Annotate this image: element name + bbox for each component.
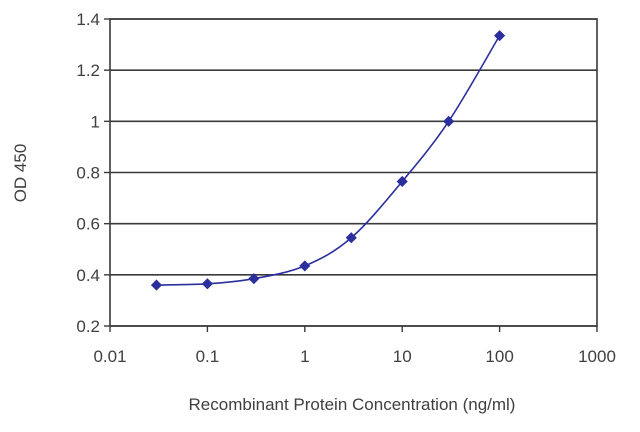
data-point — [443, 115, 455, 127]
series — [150, 30, 506, 291]
series-line — [156, 35, 501, 286]
x-tick-label: 1 — [300, 347, 309, 366]
y-tick-label: 0.2 — [76, 317, 100, 336]
y-tick-label: 0.6 — [76, 215, 100, 234]
x-axis-title: Recombinant Protein Concentration (ng/ml… — [189, 395, 516, 414]
x-tick-label: 0.1 — [196, 347, 220, 366]
y-tick-label: 1 — [91, 112, 100, 131]
data-point — [396, 175, 408, 188]
x-tick-label: 100 — [485, 347, 513, 366]
x-tick-labels: 0.01 0.1 1 10 100 1000 — [93, 347, 615, 366]
data-point — [248, 273, 260, 285]
data-point — [345, 232, 357, 244]
x-tick-label: 0.01 — [93, 347, 126, 366]
y-axis-title: OD 450 — [11, 144, 30, 203]
data-point — [494, 30, 506, 42]
data-point — [150, 279, 163, 291]
axes — [104, 18, 598, 332]
y-tick-labels: 0.2 0.4 0.6 0.8 1 1.2 1.4 — [76, 10, 100, 336]
y-tick-label: 0.8 — [76, 164, 100, 183]
y-tick-label: 1.4 — [76, 10, 100, 29]
x-tick-label: 1000 — [578, 347, 616, 366]
data-point — [299, 260, 311, 272]
plot-frame — [109, 18, 598, 327]
y-tick-label: 1.2 — [76, 61, 100, 80]
y-tick-label: 0.4 — [76, 266, 100, 285]
gridlines — [110, 18, 597, 327]
x-tick-label: 10 — [393, 347, 412, 366]
data-point — [201, 278, 213, 290]
